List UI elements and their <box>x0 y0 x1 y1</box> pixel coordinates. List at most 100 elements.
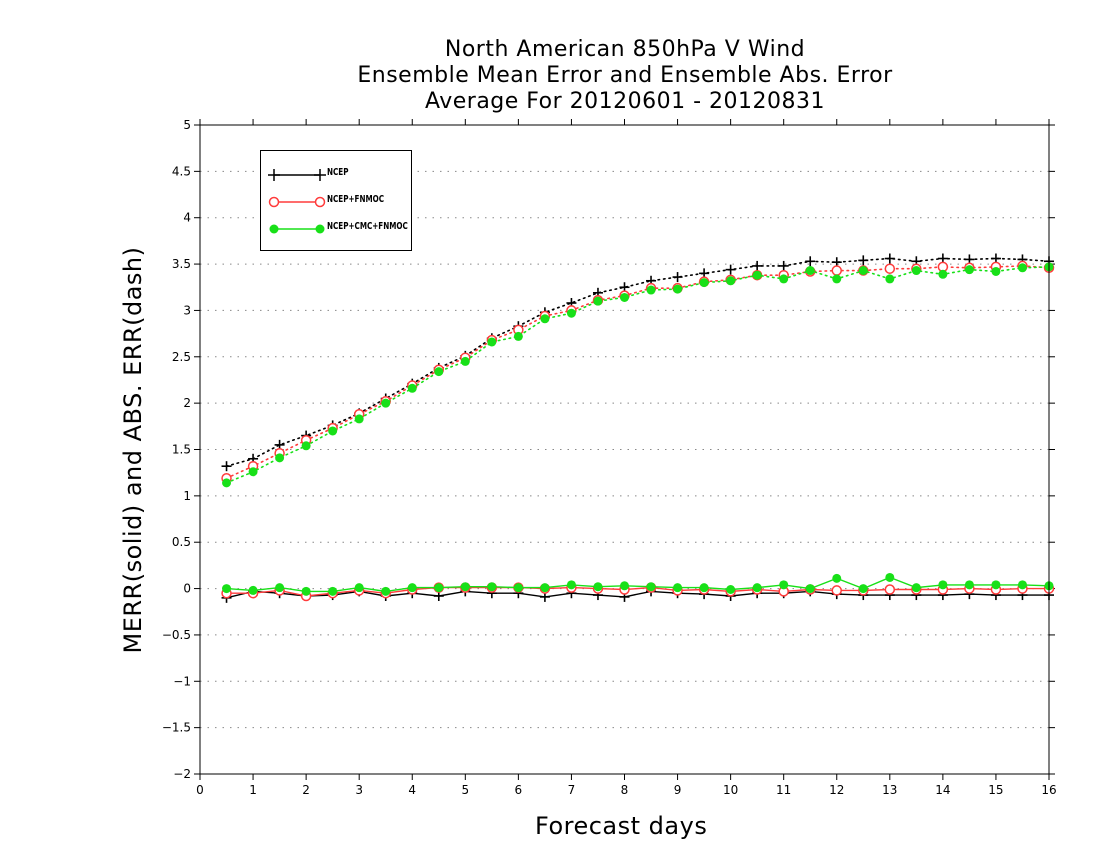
abs-error-point-ncep <box>884 253 895 264</box>
x-tick-label: 3 <box>355 783 363 797</box>
grid-lines <box>200 170 1049 729</box>
y-tick-label: −0.5 <box>162 628 191 642</box>
mean-error-point-ncep-fnmoc <box>831 585 842 596</box>
abs-error-line-ncep-fnmoc <box>225 265 1050 480</box>
abs-error-point-ncep-cmc-fnmoc <box>487 337 497 347</box>
abs-error-line-ncep <box>225 257 1050 468</box>
mean-error-point-ncep-cmc-fnmoc <box>328 586 338 596</box>
y-tick-label: 4.5 <box>172 164 191 178</box>
abs-error-point-ncep-cmc-fnmoc <box>991 266 1001 276</box>
legend-item-ncep: NCEP <box>261 164 411 186</box>
x-tick-label: 16 <box>1041 783 1056 797</box>
mean-error-point-ncep-cmc-fnmoc <box>646 582 656 592</box>
x-tick-label: 6 <box>515 783 523 797</box>
mean-error-point-ncep-cmc-fnmoc <box>964 580 974 590</box>
chart-title-line-3: Average For 20120601 - 20120831 <box>424 89 826 114</box>
abs-error-point-ncep <box>672 272 683 283</box>
legend-label-ncep: NCEP <box>327 167 349 178</box>
legend-label-ncep-cmc-fnmoc: NCEP+CMC+FNMOC <box>327 221 408 232</box>
abs-error-point-ncep-cmc-fnmoc <box>964 265 974 275</box>
x-tick-label: 13 <box>882 783 897 797</box>
y-tick-label: 2 <box>183 396 191 410</box>
abs-error-point-ncep <box>805 256 816 267</box>
mean-error-point-ncep-cmc-fnmoc <box>593 582 603 592</box>
abs-error-point-ncep-cmc-fnmoc <box>222 478 232 488</box>
y-tick-label: 0.5 <box>172 535 191 549</box>
x-tick-label: 10 <box>723 783 738 797</box>
mean-error-point-ncep-cmc-fnmoc <box>911 583 921 593</box>
x-tick-label: 5 <box>461 783 469 797</box>
x-tick-label: 12 <box>829 783 844 797</box>
mean-error-point-ncep-cmc-fnmoc <box>434 583 444 593</box>
x-tick-label: 9 <box>674 783 682 797</box>
mean-error-point-ncep-cmc-fnmoc <box>938 580 948 590</box>
y-tick-label: −1.5 <box>162 721 191 735</box>
abs-error-point-ncep-cmc-fnmoc <box>434 367 444 377</box>
chart-title-line-1: North American 850hPa V Wind <box>444 37 806 62</box>
mean-error-point-ncep-cmc-fnmoc <box>779 580 789 590</box>
y-tick-label: 0 <box>183 582 191 596</box>
plot-frame <box>199 124 1050 775</box>
x-tick-label: 2 <box>302 783 310 797</box>
mean-error-point-ncep-cmc-fnmoc <box>858 584 868 594</box>
abs-error-point-ncep-cmc-fnmoc <box>911 266 921 276</box>
y-tick-label: 1 <box>183 489 191 503</box>
mean-error-point-ncep-cmc-fnmoc <box>885 572 895 582</box>
mean-error-point-ncep-cmc-fnmoc <box>248 585 258 595</box>
x-tick-label: 15 <box>988 783 1003 797</box>
mean-error-point-ncep-cmc-fnmoc <box>301 586 311 596</box>
abs-error-point-ncep-cmc-fnmoc <box>938 269 948 279</box>
abs-error-point-ncep-cmc-fnmoc <box>460 356 470 366</box>
mean-error-point-ncep-cmc-fnmoc <box>460 582 470 592</box>
abs-error-point-ncep <box>858 255 869 266</box>
mean-error-point-ncep-cmc-fnmoc <box>275 583 285 593</box>
mean-error-point-ncep-cmc-fnmoc <box>222 584 232 594</box>
abs-error-point-ncep-fnmoc <box>884 263 896 274</box>
abs-error-point-ncep <box>221 461 232 472</box>
mean-error-point-ncep-cmc-fnmoc <box>832 573 842 583</box>
abs-error-point-ncep-cmc-fnmoc <box>726 276 736 286</box>
abs-error-point-ncep-cmc-fnmoc <box>513 331 523 341</box>
mean-error-point-ncep-cmc-fnmoc <box>991 580 1001 590</box>
x-tick-label: 1 <box>249 783 257 797</box>
tick-labels: 54.543.532.521.510.50−0.5−1−1.5−20 1 2 3 4 5 6… <box>162 118 1057 797</box>
abs-error-point-ncep <box>778 260 789 271</box>
series-layer <box>221 253 1055 603</box>
legend-symbol-filled-circle-line <box>269 224 325 234</box>
abs-error-line-ncep-cmc-fnmoc <box>225 266 1050 484</box>
x-tick-label: 11 <box>776 783 791 797</box>
abs-error-point-ncep-cmc-fnmoc <box>752 270 762 280</box>
abs-error-point-ncep-cmc-fnmoc <box>646 285 656 295</box>
mean-error-point-ncep-cmc-fnmoc <box>540 583 550 593</box>
x-tick-label: 0 <box>196 783 204 797</box>
mean-error-point-ncep-cmc-fnmoc <box>487 582 497 592</box>
mean-error-point-ncep-cmc-fnmoc <box>381 586 391 596</box>
mean-error-point-ncep-cmc-fnmoc <box>407 583 417 593</box>
abs-error-point-ncep-cmc-fnmoc <box>779 274 789 284</box>
mean-error-point-ncep-cmc-fnmoc <box>1017 580 1027 590</box>
abs-error-point-ncep-cmc-fnmoc <box>275 453 285 463</box>
y-tick-label: −2 <box>173 767 191 781</box>
mean-error-point-ncep-cmc-fnmoc <box>673 583 683 593</box>
x-axis-title: Forecast days <box>535 812 708 840</box>
abs-error-point-ncep-cmc-fnmoc <box>805 266 815 276</box>
abs-error-point-ncep-cmc-fnmoc <box>328 426 338 436</box>
legend-item-ncep-fnmoc: NCEP+FNMOC <box>261 191 411 213</box>
y-tick-label: 3 <box>183 303 191 317</box>
y-tick-label: 4 <box>183 211 191 225</box>
x-tick-label: 8 <box>621 783 629 797</box>
mean-error-point-ncep-cmc-fnmoc <box>699 583 709 593</box>
abs-error-point-ncep-cmc-fnmoc <box>673 284 683 294</box>
abs-error-point-ncep-cmc-fnmoc <box>832 274 842 284</box>
abs-error-point-ncep-cmc-fnmoc <box>1017 263 1027 273</box>
abs-error-point-ncep-cmc-fnmoc <box>301 441 311 451</box>
abs-error-point-ncep-cmc-fnmoc <box>593 296 603 306</box>
mean-error-point-ncep-cmc-fnmoc <box>752 583 762 593</box>
mean-error-point-ncep-cmc-fnmoc <box>620 581 629 591</box>
x-tick-label: 4 <box>408 783 416 797</box>
legend-symbol-plus-line <box>268 169 326 181</box>
legend: NCEP NCEP+FNMOC NCEP+CMC+FNMOC <box>260 150 412 251</box>
y-tick-label: 5 <box>183 118 191 132</box>
mean-error-line-ncep <box>226 590 1049 599</box>
x-tick-label: 7 <box>568 783 576 797</box>
